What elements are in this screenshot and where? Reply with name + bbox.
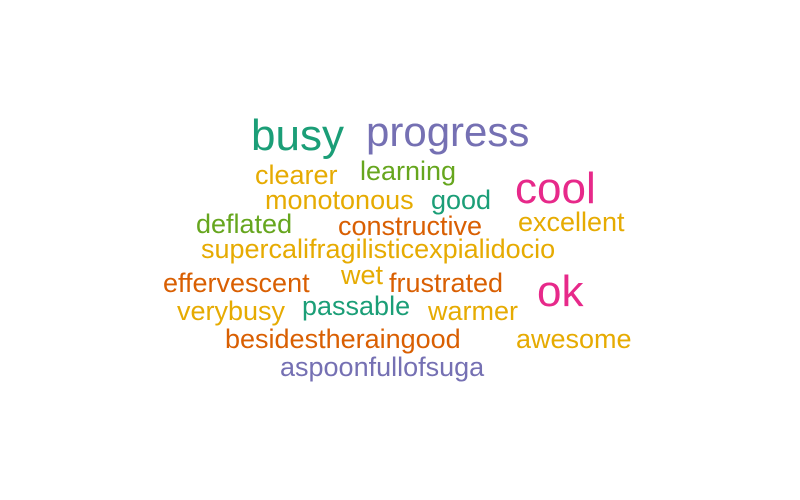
word-passable: passable — [302, 291, 411, 321]
word-constructive: constructive — [338, 211, 483, 241]
word-progress: progress — [366, 108, 530, 155]
word-supercalifragilisticexpialidocio: supercalifragilisticexpialidocio — [201, 234, 556, 264]
word-busy: busy — [251, 111, 344, 160]
word-warmer: warmer — [428, 296, 519, 326]
word-verybusy: verybusy — [177, 296, 286, 326]
word-good: good — [431, 185, 492, 215]
word-learning: learning — [360, 156, 457, 186]
word-clearer: clearer — [255, 160, 338, 190]
word-monotonous: monotonous — [265, 185, 414, 215]
word-besidestheraingood: besidestheraingood — [225, 324, 461, 354]
word-excellent: excellent — [518, 207, 625, 237]
word-awesome: awesome — [516, 324, 632, 354]
word-frustrated: frustrated — [389, 268, 504, 298]
word-cool: cool — [515, 164, 596, 213]
word-deflated: deflated — [196, 209, 293, 239]
word-aspoonfullofsuga: aspoonfullofsuga — [280, 352, 485, 382]
word-wet: wet — [341, 260, 384, 290]
word-ok: ok — [537, 267, 584, 316]
word-effervescent: effervescent — [163, 268, 310, 298]
